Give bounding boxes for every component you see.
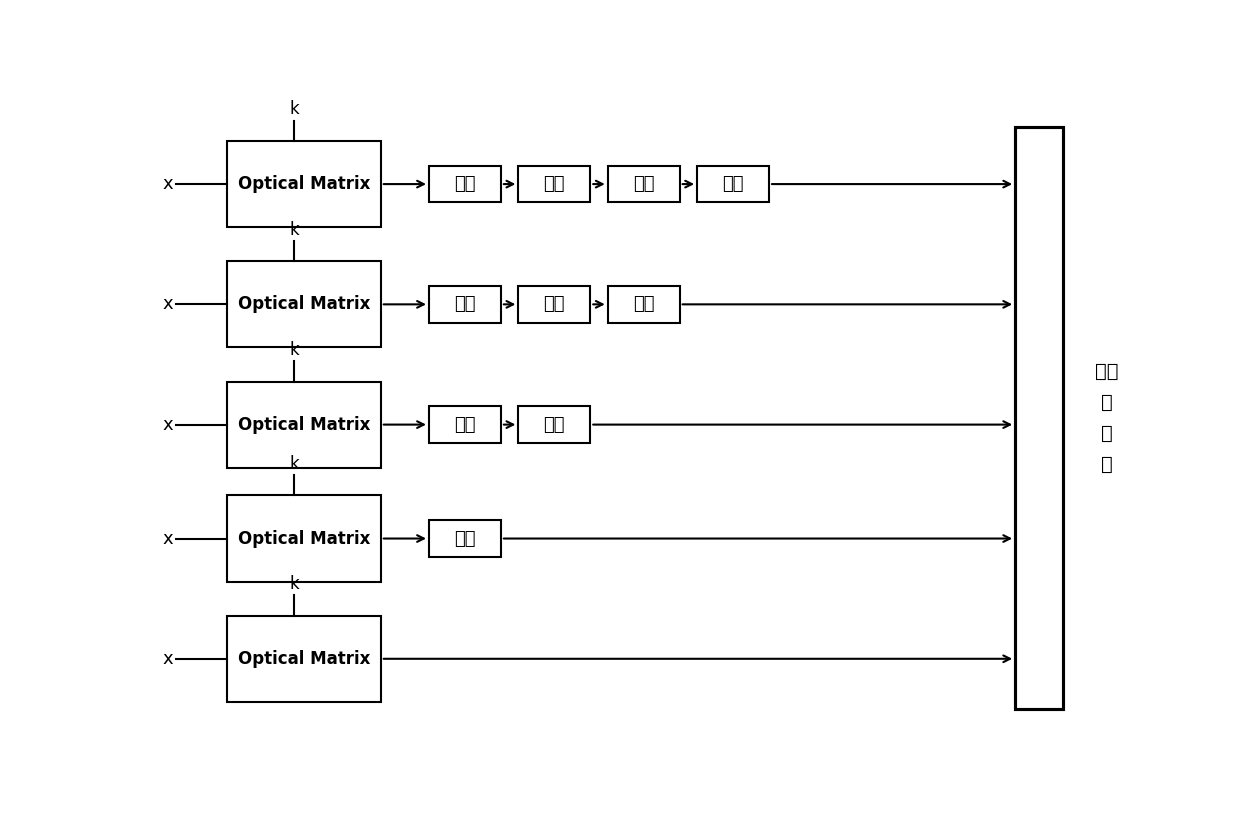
Bar (429, 520, 501, 556)
Text: 光域
求
和
器: 光域 求 和 器 (1095, 363, 1118, 474)
Text: 滤后: 滤后 (454, 175, 476, 193)
Bar (608, 286, 680, 323)
Bar (697, 166, 769, 202)
Text: 滤后: 滤后 (632, 175, 655, 193)
Text: Optical Matrix: Optical Matrix (238, 175, 371, 193)
Bar (227, 496, 381, 582)
Text: 滤后: 滤后 (454, 295, 476, 313)
Text: k: k (289, 100, 299, 118)
Text: k: k (289, 220, 299, 238)
Bar (518, 286, 590, 323)
Text: Optical Matrix: Optical Matrix (238, 650, 371, 667)
Bar (608, 166, 680, 202)
Bar (518, 166, 590, 202)
Text: 滤后: 滤后 (543, 416, 565, 433)
Text: k: k (289, 341, 299, 359)
Text: 滤后: 滤后 (543, 175, 565, 193)
Text: x: x (162, 175, 174, 193)
Text: x: x (162, 295, 174, 313)
Text: Optical Matrix: Optical Matrix (238, 529, 371, 547)
Bar (227, 141, 381, 227)
Text: 滤后: 滤后 (632, 295, 655, 313)
Text: k: k (289, 575, 299, 593)
Bar (518, 406, 590, 443)
Bar (227, 616, 381, 702)
Text: Optical Matrix: Optical Matrix (238, 416, 371, 433)
Text: x: x (162, 650, 174, 667)
Text: k: k (289, 455, 299, 473)
Bar (227, 261, 381, 348)
Bar (1016, 127, 1063, 709)
Bar (227, 381, 381, 468)
Text: Optical Matrix: Optical Matrix (238, 295, 371, 313)
Text: 滤后: 滤后 (454, 416, 476, 433)
Text: 滤后: 滤后 (722, 175, 744, 193)
Text: x: x (162, 529, 174, 547)
Text: 滤后: 滤后 (543, 295, 565, 313)
Bar (429, 406, 501, 443)
Bar (429, 166, 501, 202)
Text: x: x (162, 416, 174, 433)
Bar (429, 286, 501, 323)
Text: 滤后: 滤后 (454, 529, 476, 547)
